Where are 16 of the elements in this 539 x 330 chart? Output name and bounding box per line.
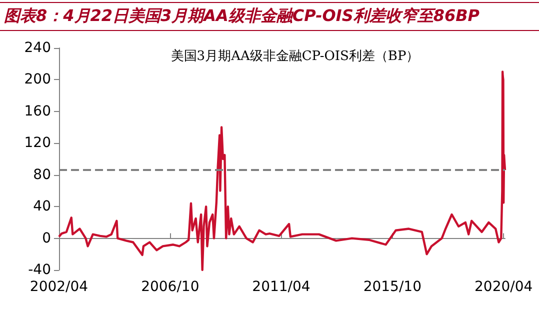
x-tick-label: 2015/10 [363,279,422,295]
x-tick-label: 2002/04 [30,279,88,295]
line-series [58,70,506,272]
chart-subtitle: 美国3月期AA级非金融CP-OIS利差（BP） [170,48,420,64]
y-tick-label: 120 [24,135,51,152]
y-tick-label: 0 [42,230,51,246]
y-tick-label: 80 [33,166,51,183]
chart-title: 图表8：4月22日美国3月期AA级非金融CP-OIS利差收窄至86BP [0,2,539,31]
x-tick-label: 2020/04 [474,279,533,295]
y-tick-label: 160 [24,103,51,120]
x-tick-label: 2006/10 [141,279,200,295]
x-tick-label: 2011/04 [252,279,310,295]
y-tick-label: -40 [28,262,51,278]
y-tick-label: 40 [33,198,51,215]
y-tick-label: 240 [24,40,51,56]
y-tick-label: 200 [24,72,51,88]
